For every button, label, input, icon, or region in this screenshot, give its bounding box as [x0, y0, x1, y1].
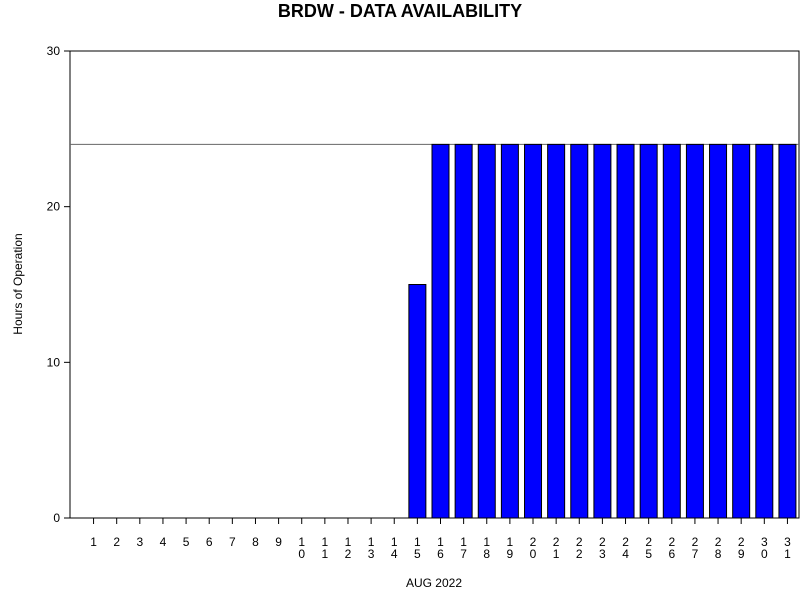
- bar-day-17: [454, 143, 473, 519]
- x-tick-label: 9: [275, 535, 282, 549]
- y-tick-label: 20: [47, 200, 61, 214]
- bar-day-27: [685, 143, 704, 519]
- bars-group: [408, 143, 797, 519]
- bar-day-15: [408, 284, 427, 519]
- bar-day-16: [431, 143, 450, 519]
- bar-day-18: [477, 143, 496, 519]
- x-tick-label: 6: [206, 535, 213, 549]
- x-tick-label: 7: [229, 535, 236, 549]
- y-axis: 0 10 20 30: [47, 44, 70, 525]
- bar-day-30: [755, 143, 774, 519]
- x-tick-label: 5: [183, 535, 190, 549]
- y-tick-label: 0: [53, 511, 60, 525]
- y-tick-label: 10: [47, 355, 61, 369]
- bar-day-31: [778, 143, 797, 519]
- y-axis-label: Hours of Operation: [11, 233, 25, 334]
- chart-title: BRDW - DATA AVAILABILITY: [277, 1, 523, 21]
- bar-day-25: [639, 143, 658, 519]
- bar-day-28: [709, 143, 728, 519]
- bar-day-19: [500, 143, 519, 519]
- bar-day-20: [524, 143, 543, 519]
- bar-day-22: [570, 143, 589, 519]
- x-tick-label: 4: [160, 535, 167, 549]
- bar-day-26: [662, 143, 681, 519]
- x-axis: 1 2 3 4 5 6 7 8 9 1 01 11 21 31 41 51 61 71 81 92 02 12 22 32 42…: [90, 518, 791, 561]
- y-tick-label: 30: [47, 44, 61, 58]
- bar-day-29: [732, 143, 751, 519]
- x-tick-label: 8: [252, 535, 259, 549]
- bar-day-23: [593, 143, 612, 519]
- x-tick-label: 1: [90, 535, 97, 549]
- bar-day-21: [547, 143, 566, 519]
- bar-day-24: [616, 143, 635, 519]
- x-axis-label: AUG 2022: [406, 576, 462, 590]
- x-tick-label: 3: [136, 535, 143, 549]
- x-tick-label: 2: [113, 535, 120, 549]
